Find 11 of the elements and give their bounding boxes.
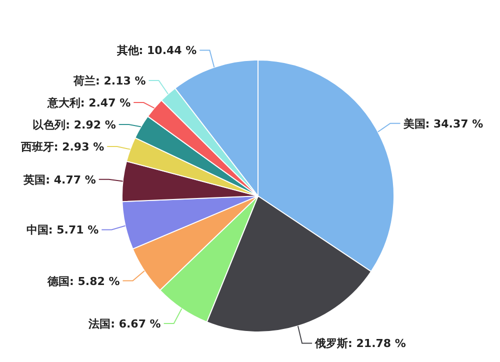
slice-label: 荷兰: 2.13 % [72, 74, 146, 88]
slice-label: 西班牙: 2.93 % [20, 140, 104, 154]
slice-label: 中国: 5.71 % [26, 224, 99, 237]
slice-label: 意大利: 2.47 % [46, 96, 131, 110]
slice-label: 其他: 10.44 % [116, 44, 197, 58]
slice-label: 德国: 5.82 % [46, 274, 120, 288]
slice-label: 俄罗斯: 21.78 % [314, 337, 406, 350]
slice-label: 法国: 6.67 % [88, 317, 161, 330]
slice-label: 以色列: 2.92 % [32, 118, 116, 132]
slice-label: 英国: 4.77 % [22, 173, 96, 186]
slice-label: 美国: 34.37 % [402, 117, 484, 130]
